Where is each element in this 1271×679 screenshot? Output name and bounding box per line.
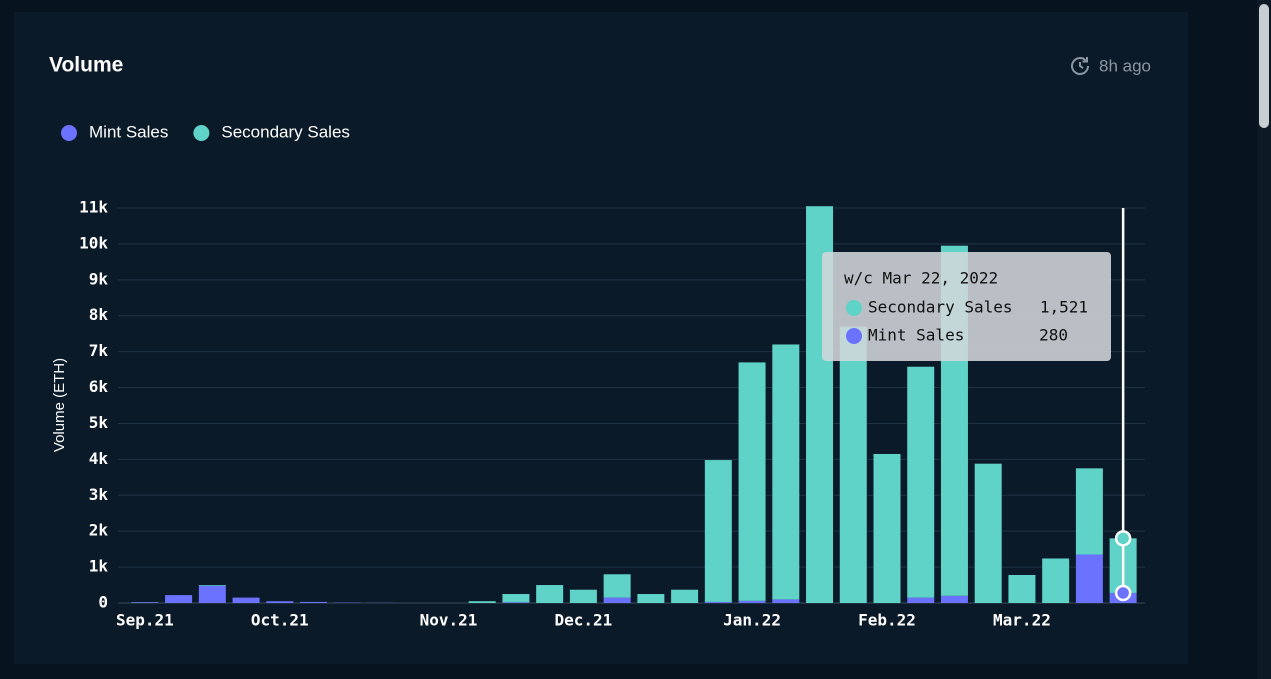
y-tick-label: 0	[98, 593, 108, 612]
chart-title: Volume	[49, 54, 123, 77]
bar-segment	[1075, 468, 1103, 555]
updated-time: 8h ago	[1099, 56, 1151, 75]
y-axis-title: Volume (ETH)	[51, 358, 68, 452]
bar-segment	[772, 599, 800, 603]
bar-segment	[704, 601, 732, 603]
x-tick-label: Feb.22	[858, 611, 916, 630]
x-tick-label: Oct.21	[251, 611, 309, 630]
bar-segment	[1075, 554, 1103, 603]
y-tick-label: 8k	[89, 305, 109, 324]
legend-label: Mint Sales	[89, 122, 168, 141]
bar-segment	[198, 585, 226, 586]
y-tick-label: 4k	[89, 449, 109, 468]
tooltip: w/c Mar 22, 2022 Secondary Sales 1,521 Mint…	[822, 208, 1132, 602]
y-tick-label: 5k	[89, 413, 109, 432]
tooltip-swatch	[846, 328, 862, 344]
y-tick-label: 11k	[79, 198, 108, 217]
tooltip-swatch	[846, 300, 862, 316]
scrollbar-track	[1257, 0, 1271, 679]
bar-segment	[468, 601, 496, 603]
tooltip-box	[822, 252, 1111, 361]
bar-segment	[839, 326, 867, 603]
bar-segment	[637, 594, 665, 603]
bar-segment	[873, 453, 901, 603]
bar-segment	[536, 585, 564, 603]
bar-segment	[738, 362, 766, 601]
bar-segment	[502, 602, 530, 603]
tooltip-series: Secondary Sales	[868, 298, 1013, 317]
bar-segment	[974, 463, 1002, 603]
bar-segment	[772, 344, 800, 600]
tooltip-value: 280	[1039, 326, 1068, 345]
tooltip-series: Mint Sales	[868, 326, 964, 345]
bar-segment	[131, 602, 159, 603]
bar-segment	[198, 585, 226, 603]
y-tick-label: 3k	[89, 485, 109, 504]
bar-segment	[603, 574, 631, 598]
tooltip-value: 1,521	[1040, 298, 1088, 317]
bar-segment	[940, 595, 968, 603]
x-tick-label: Dec.21	[555, 611, 613, 630]
scrollbar-thumb[interactable]	[1259, 4, 1269, 128]
grid: 0 1k 2k 3k 4k 5k 6k 7k 8k 9k 10k 11k	[79, 198, 1145, 612]
tooltip-title: w/c Mar 22, 2022	[844, 269, 998, 288]
bar-segment	[907, 366, 935, 598]
x-tick-label: Sep.21	[116, 611, 174, 630]
bar-segment	[502, 594, 530, 603]
x-tick-label: Nov.21	[420, 611, 478, 630]
y-tick-label: 2k	[89, 521, 109, 540]
y-tick-label: 1k	[89, 557, 109, 576]
y-tick-label: 10k	[79, 233, 108, 252]
y-tick-label: 6k	[89, 377, 109, 396]
bar-segment	[569, 589, 597, 603]
bar-segment	[300, 601, 328, 603]
bar-segment	[907, 597, 935, 603]
y-tick-label: 7k	[89, 341, 109, 360]
legend-swatch	[193, 125, 210, 141]
refresh-icon[interactable]	[1071, 57, 1089, 75]
bar-segment	[671, 589, 699, 603]
x-tick-label: Mar.22	[993, 611, 1051, 630]
bar-segment	[232, 597, 260, 603]
y-tick-label: 9k	[89, 269, 109, 288]
bar-segment	[738, 600, 766, 603]
bar-segment	[1008, 574, 1036, 603]
legend-swatch	[61, 125, 77, 141]
bar-segment	[1042, 558, 1070, 603]
hover-point	[1114, 584, 1132, 602]
bar-segment	[704, 460, 732, 602]
hover-point	[1114, 530, 1132, 547]
x-tick-label: Jan.22	[723, 611, 781, 630]
bar-segment	[266, 601, 294, 603]
legend-label: Secondary Sales	[221, 122, 350, 141]
legend: Mint Sales Secondary Sales	[61, 122, 350, 141]
bar-segment	[603, 597, 631, 603]
bar-segment	[165, 595, 193, 603]
